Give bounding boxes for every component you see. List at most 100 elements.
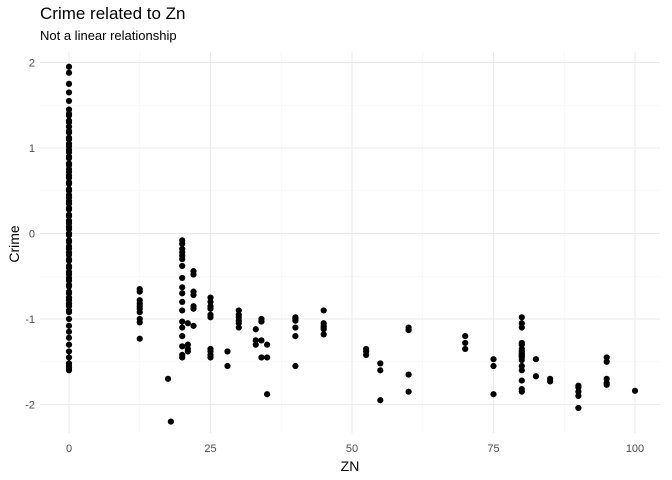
- data-point: [252, 326, 259, 333]
- data-point: [65, 354, 73, 361]
- data-point: [631, 387, 639, 394]
- data-point: [252, 337, 259, 344]
- data-point: [575, 404, 582, 412]
- data-point: [190, 322, 197, 329]
- data-point: [405, 371, 412, 378]
- data-point: [136, 288, 143, 295]
- data-point: [65, 362, 73, 370]
- data-point: [518, 356, 525, 364]
- data-point: [179, 298, 186, 305]
- data-point: [292, 317, 299, 324]
- data-point: [603, 354, 610, 361]
- data-point: [65, 256, 73, 263]
- data-point: [136, 319, 143, 326]
- data-point: [575, 388, 582, 395]
- y-tick-label: -2: [25, 400, 35, 412]
- data-point: [235, 307, 242, 314]
- data-point: [179, 324, 186, 331]
- data-point: [179, 290, 186, 297]
- data-point: [207, 294, 214, 301]
- data-point: [65, 112, 73, 119]
- data-point: [179, 354, 186, 361]
- data-point: [603, 381, 610, 388]
- data-point: [258, 318, 265, 325]
- data-point: [65, 367, 73, 374]
- data-point: [603, 375, 610, 382]
- data-point: [575, 392, 582, 400]
- data-point: [179, 240, 186, 247]
- data-point: [65, 274, 73, 282]
- y-tick-label: 0: [29, 229, 35, 241]
- data-point: [264, 341, 271, 348]
- data-point: [518, 341, 525, 348]
- data-point: [532, 373, 540, 380]
- data-point: [292, 324, 299, 331]
- data-point: [490, 356, 497, 363]
- data-point: [207, 305, 214, 312]
- data-point: [65, 123, 73, 130]
- x-axis-title: ZN: [340, 458, 360, 474]
- data-point: [179, 284, 186, 291]
- data-point: [65, 89, 73, 96]
- data-point: [462, 333, 469, 340]
- data-point: [65, 140, 73, 147]
- data-point: [65, 348, 73, 355]
- data-point: [258, 354, 265, 361]
- data-point: [65, 63, 73, 70]
- data-point: [258, 337, 265, 344]
- data-point: [65, 334, 73, 341]
- data-point: [179, 256, 186, 263]
- data-point: [65, 160, 73, 167]
- data-point: [518, 320, 525, 327]
- data-point: [252, 341, 259, 348]
- chart-title: Crime related to Zn: [40, 4, 186, 23]
- data-point: [224, 362, 231, 370]
- data-point: [65, 322, 73, 329]
- data-point: [320, 326, 327, 333]
- data-point: [167, 418, 174, 425]
- data-point: [363, 351, 370, 359]
- data-point: [65, 153, 73, 160]
- data-point: [462, 345, 469, 353]
- data-point: [547, 378, 554, 385]
- data-point: [264, 354, 271, 361]
- data-point: [136, 335, 143, 342]
- data-point: [518, 377, 525, 384]
- data-point: [65, 281, 73, 288]
- y-tick-label: 2: [29, 58, 35, 70]
- data-point: [405, 327, 412, 334]
- tick-labels: 0 25 50 75 100 -2 -1 0 1 2: [25, 58, 644, 456]
- data-point: [65, 341, 73, 348]
- data-point: [518, 388, 525, 395]
- data-point: [65, 237, 73, 244]
- x-tick-label: 75: [487, 443, 499, 455]
- data-point: [65, 294, 73, 301]
- x-tick-label: 50: [346, 443, 358, 455]
- data-point: [264, 391, 271, 398]
- data-point: [65, 230, 73, 237]
- y-tick-label: 1: [29, 143, 35, 155]
- data-point: [65, 179, 73, 186]
- data-point: [179, 333, 186, 340]
- data-point: [190, 291, 197, 299]
- data-point: [179, 318, 186, 325]
- data-points: [65, 63, 639, 425]
- data-point: [462, 339, 469, 347]
- data-point: [320, 307, 327, 314]
- data-point: [575, 384, 582, 391]
- data-point: [235, 320, 242, 327]
- data-point: [320, 331, 327, 338]
- data-point: [65, 127, 73, 134]
- data-point: [65, 172, 73, 179]
- data-point: [518, 362, 525, 370]
- data-point: [65, 211, 73, 218]
- data-point: [377, 367, 384, 374]
- data-point: [532, 356, 540, 363]
- data-point: [65, 268, 73, 276]
- data-point: [490, 362, 497, 370]
- data-point: [603, 358, 610, 365]
- data-point: [518, 367, 525, 374]
- data-point: [184, 348, 191, 355]
- data-point: [65, 300, 73, 307]
